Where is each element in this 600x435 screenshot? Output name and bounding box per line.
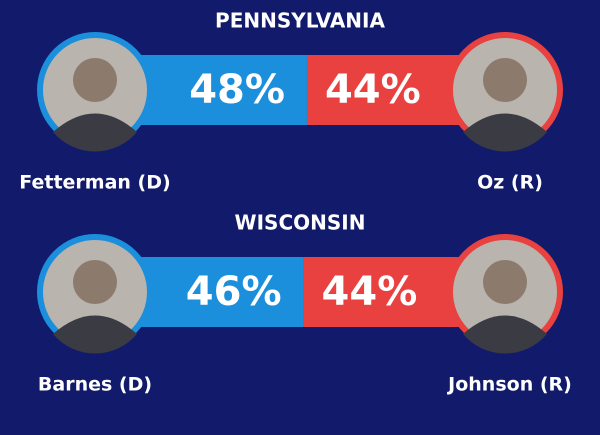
photo-shoulders	[463, 113, 547, 152]
value-label: 44%	[322, 269, 418, 315]
state-title: PENNSYLVANIA	[215, 9, 385, 33]
photo-shoulders	[53, 315, 137, 354]
value-label: 48%	[189, 67, 285, 113]
candidate-name: Barnes (D)	[38, 374, 152, 396]
photo-head	[483, 260, 527, 304]
bar	[140, 257, 304, 327]
bar	[303, 257, 460, 327]
state-title: WISCONSIN	[235, 211, 366, 235]
value-label: 44%	[325, 67, 421, 113]
photo-shoulders	[463, 315, 547, 354]
candidate-name: Johnson (R)	[446, 374, 572, 396]
candidate-name: Fetterman (D)	[19, 172, 170, 194]
bar	[306, 55, 460, 125]
photo-head	[483, 58, 527, 102]
bar	[140, 55, 307, 125]
photo-head	[73, 260, 117, 304]
photo-shoulders	[53, 113, 137, 152]
photo-head	[73, 58, 117, 102]
value-label: 46%	[186, 269, 282, 315]
candidate-name: Oz (R)	[477, 172, 543, 194]
